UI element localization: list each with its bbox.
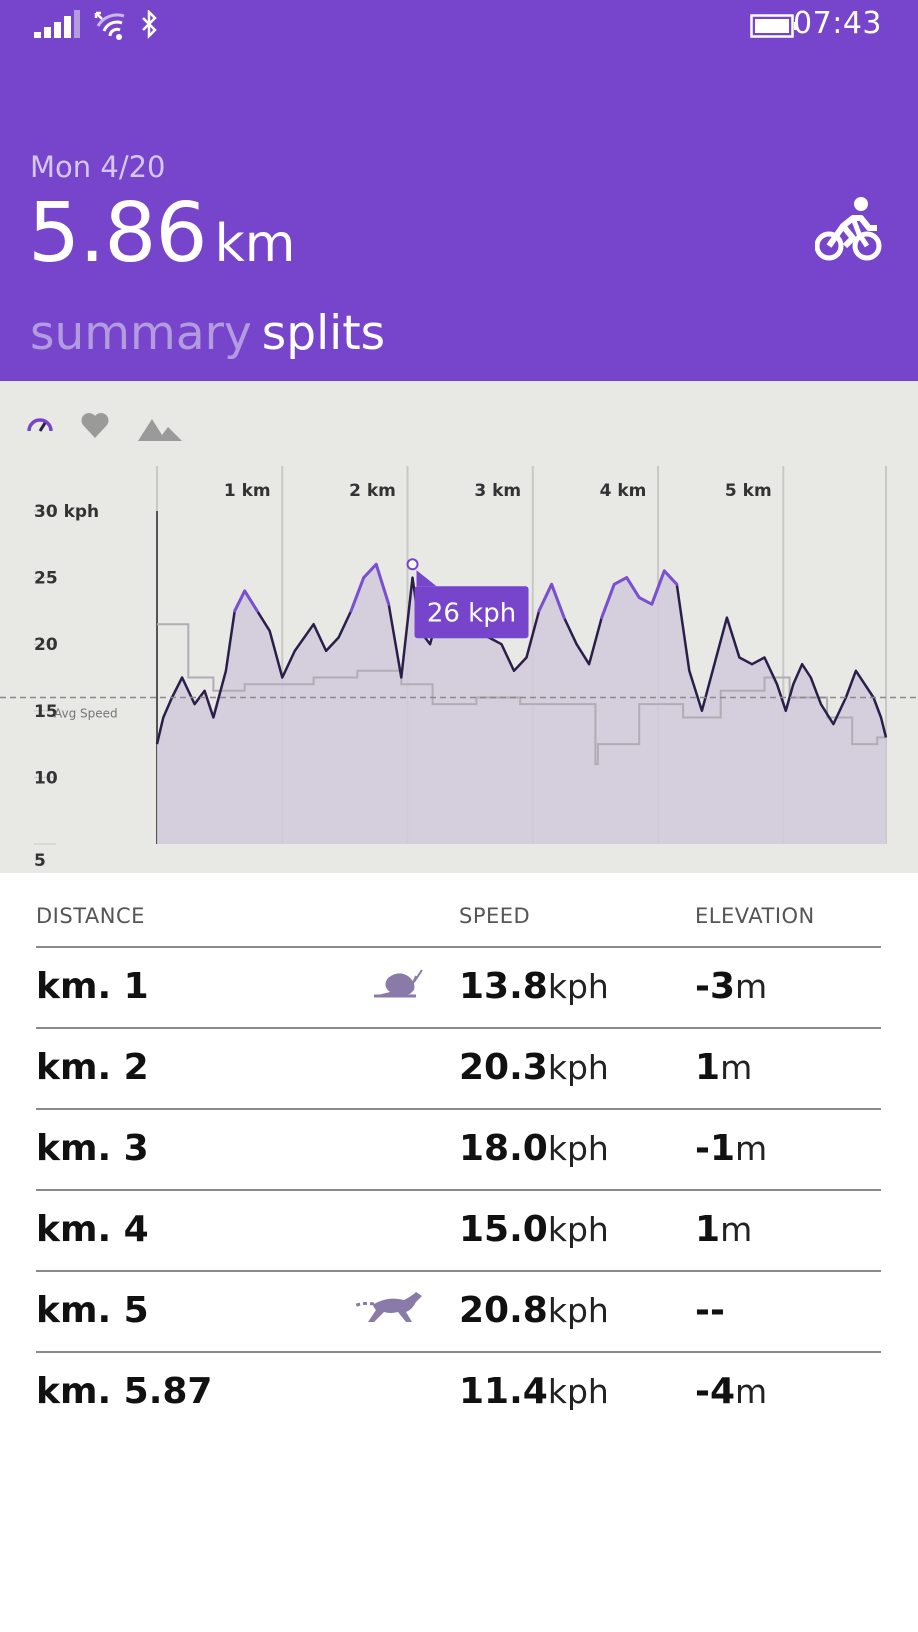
split-elevation-value: -1 xyxy=(695,1128,735,1169)
split-elevation-unit: m xyxy=(735,1372,768,1411)
split-elevation-value: 1 xyxy=(695,1209,721,1250)
activity-header: 07:43 Mon 4/20 5.86 km summary splits xyxy=(0,0,918,381)
table-header: DISTANCE SPEED ELEVATION xyxy=(36,873,881,948)
split-elevation-unit: m xyxy=(735,967,768,1006)
split-elevation: -3m xyxy=(695,966,767,1007)
distance-unit: km xyxy=(214,214,296,274)
table-row[interactable]: km. 3 18.0kph -1m xyxy=(36,1110,881,1191)
split-speed-value: 13.8 xyxy=(459,966,548,1007)
tab-summary[interactable]: summary xyxy=(30,306,252,361)
split-distance: km. 2 xyxy=(36,1047,149,1088)
split-elevation: 1m xyxy=(695,1209,752,1250)
table-row[interactable]: km. 4 15.0kph 1m xyxy=(36,1191,881,1272)
y-tick-label: 15 xyxy=(34,702,58,722)
split-speed: 15.0kph xyxy=(459,1209,609,1250)
split-speed-value: 11.4 xyxy=(459,1371,548,1412)
mountain-icon[interactable] xyxy=(138,415,182,441)
speed-series-line xyxy=(155,563,888,745)
secondary-series-line xyxy=(157,623,886,766)
cheetah-icon xyxy=(354,1292,422,1322)
split-speed-value: 15.0 xyxy=(459,1209,548,1250)
tooltip-pointer xyxy=(416,570,437,587)
heart-icon[interactable] xyxy=(80,411,110,439)
split-elevation-value: -- xyxy=(695,1290,725,1331)
snail-icon xyxy=(374,969,423,998)
split-elevation-unit: m xyxy=(720,1048,753,1087)
distance-value: 5.86 xyxy=(28,186,208,281)
split-speed-unit: kph xyxy=(547,1291,609,1330)
splits-table: DISTANCE SPEED ELEVATION km. 1 13.8kph -… xyxy=(36,873,881,1432)
battery-icon xyxy=(750,14,798,38)
header-speed: SPEED xyxy=(459,904,531,928)
header-elevation: ELEVATION xyxy=(695,904,815,928)
table-row[interactable]: km. 1 13.8kph -3m xyxy=(36,948,881,1029)
split-distance: km. 5 xyxy=(36,1290,149,1331)
split-speed-unit: kph xyxy=(547,1372,609,1411)
tooltip-label: 26 kph xyxy=(427,598,516,628)
x-tick-label: 1 km xyxy=(224,481,271,501)
split-distance: km. 4 xyxy=(36,1209,149,1250)
avg-speed-label: Avg Speed xyxy=(54,706,118,720)
y-tick-label: 30 kph xyxy=(34,502,99,522)
signal-icon xyxy=(34,10,80,38)
split-speed-value: 20.8 xyxy=(459,1290,548,1331)
split-elevation-value: -4 xyxy=(695,1371,735,1412)
splits-chart-panel: 1 km 2 km 3 km 4 km 5 km 30 kph 25 20 15 10 5 Avg S… xyxy=(0,381,918,873)
split-speed-value: 18.0 xyxy=(459,1128,548,1169)
activity-distance: 5.86 km xyxy=(28,186,295,281)
split-elevation: -- xyxy=(695,1290,725,1331)
pivot-header: summary splits xyxy=(30,306,385,361)
split-elevation-value: 1 xyxy=(695,1047,721,1088)
speed-gauge-icon[interactable] xyxy=(26,413,54,437)
status-time: 07:43 xyxy=(793,6,882,41)
y-tick-label: 25 xyxy=(34,569,58,589)
split-elevation: -1m xyxy=(695,1128,767,1169)
tooltip-box xyxy=(414,586,529,639)
split-speed: 20.3kph xyxy=(459,1047,609,1088)
split-speed-value: 20.3 xyxy=(459,1047,548,1088)
activity-date: Mon 4/20 xyxy=(30,150,166,184)
split-elevation: 1m xyxy=(695,1047,752,1088)
split-elevation-value: -3 xyxy=(695,966,735,1007)
x-tick-label: 4 km xyxy=(600,481,647,501)
y-tick-label: 20 xyxy=(34,635,58,655)
wifi-icon xyxy=(94,11,125,40)
tab-splits[interactable]: splits xyxy=(261,306,386,361)
split-speed-unit: kph xyxy=(547,1048,609,1087)
x-tick-label: 5 km xyxy=(725,481,772,501)
table-row[interactable]: km. 5.87 11.4kph -4m xyxy=(36,1353,881,1432)
split-elevation-unit: m xyxy=(735,1129,768,1168)
table-row[interactable]: km. 2 20.3kph 1m xyxy=(36,1029,881,1110)
split-speed-unit: kph xyxy=(547,1210,609,1249)
split-speed-unit: kph xyxy=(547,1129,609,1168)
split-speed: 13.8kph xyxy=(459,966,609,1007)
bike-icon xyxy=(815,197,882,261)
split-speed: 20.8kph xyxy=(459,1290,609,1331)
speed-highlight-line xyxy=(233,562,679,620)
bluetooth-icon xyxy=(142,10,157,40)
y-tick-label: 5 xyxy=(34,851,46,871)
y-tick-label: 10 xyxy=(34,768,58,788)
header-distance: DISTANCE xyxy=(36,904,145,928)
split-distance: km. 5.87 xyxy=(36,1371,213,1412)
table-row[interactable]: km. 5 20.8kph -- xyxy=(36,1272,881,1353)
x-tick-label: 2 km xyxy=(349,481,396,501)
split-speed-unit: kph xyxy=(547,967,609,1006)
tooltip-marker xyxy=(406,558,419,571)
status-bar: 07:43 xyxy=(0,0,918,52)
split-speed: 18.0kph xyxy=(459,1128,609,1169)
split-distance: km. 3 xyxy=(36,1128,149,1169)
x-tick-label: 3 km xyxy=(474,481,521,501)
split-distance: km. 1 xyxy=(36,966,149,1007)
split-elevation: -4m xyxy=(695,1371,767,1412)
speed-chart: 1 km 2 km 3 km 4 km 5 km 30 kph 25 20 15 10 5 Avg S… xyxy=(0,466,918,871)
split-speed: 11.4kph xyxy=(459,1371,609,1412)
split-elevation-unit: m xyxy=(720,1210,753,1249)
